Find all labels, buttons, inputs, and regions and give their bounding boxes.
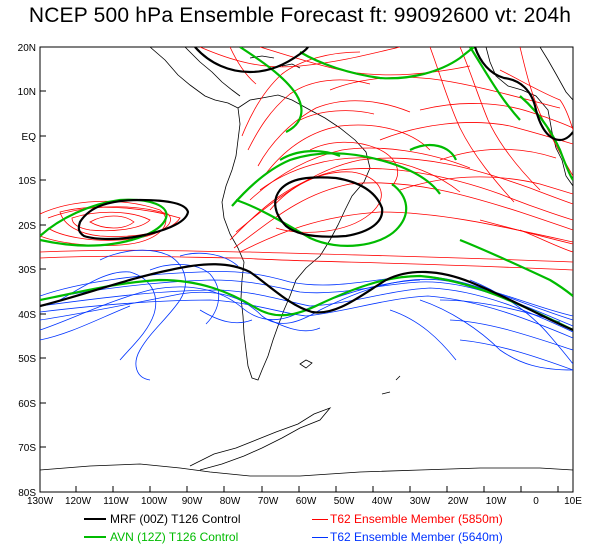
lon-label: 20W xyxy=(448,496,469,507)
legend-item-mrf: MRF (00Z) T126 Control xyxy=(84,512,240,526)
lon-label: 10W xyxy=(486,496,507,507)
lon-label: 100W xyxy=(141,496,168,507)
legend-swatch xyxy=(312,536,328,538)
lon-label: 110W xyxy=(103,496,129,507)
map-frame xyxy=(39,46,574,493)
t62-5640-contours xyxy=(40,249,573,381)
lon-label: 130W xyxy=(27,496,54,507)
legend-label: T62 Ensemble Member (5640m) xyxy=(330,530,503,544)
lon-label: 90W xyxy=(182,496,203,507)
lon-ticks xyxy=(75,486,559,492)
lat-label: 40S xyxy=(18,310,36,321)
lat-label: 50S xyxy=(18,354,36,365)
lon-label: 50W xyxy=(334,496,355,507)
legend-swatch xyxy=(312,518,328,520)
legend-item-t62-5640: T62 Ensemble Member (5640m) xyxy=(312,530,503,544)
legend-item-avn: AVN (12Z) T126 Control xyxy=(84,530,238,544)
legend-swatch xyxy=(84,536,106,538)
legend-swatch xyxy=(84,518,106,520)
lon-label: 80W xyxy=(220,496,241,507)
lon-label: 120W xyxy=(65,496,92,507)
lat-ticks xyxy=(40,46,46,448)
lon-label: 10E xyxy=(564,496,582,507)
lat-label: 60S xyxy=(18,399,36,410)
lon-label: 60W xyxy=(296,496,317,507)
mrf-control-contours xyxy=(40,47,573,332)
legend-label: T62 Ensemble Member (5850m) xyxy=(330,512,503,526)
lat-label: EQ xyxy=(22,132,37,143)
legend-label: MRF (00Z) T126 Control xyxy=(110,512,241,526)
lat-label: 80S xyxy=(18,488,36,499)
legend: MRF (00Z) T126 Control AVN (12Z) T126 Co… xyxy=(0,508,600,560)
lon-label: 40W xyxy=(372,496,393,507)
lat-label: 20N xyxy=(18,43,36,54)
avn-control-contours xyxy=(40,47,573,331)
lat-label: 10N xyxy=(18,87,36,98)
lon-label: 30W xyxy=(410,496,431,507)
lon-label: 70W xyxy=(258,496,279,507)
lat-label: 10S xyxy=(18,176,36,187)
legend-item-t62-5850: T62 Ensemble Member (5850m) xyxy=(312,512,503,526)
lat-label: 20S xyxy=(18,221,36,232)
lat-label: 70S xyxy=(18,443,36,454)
lon-label: 0 xyxy=(533,496,539,507)
legend-label: AVN (12Z) T126 Control xyxy=(110,530,239,544)
lat-label: 30S xyxy=(18,265,36,276)
map-title: NCEP 500 hPa Ensemble Forecast ft: 99092… xyxy=(28,4,572,27)
